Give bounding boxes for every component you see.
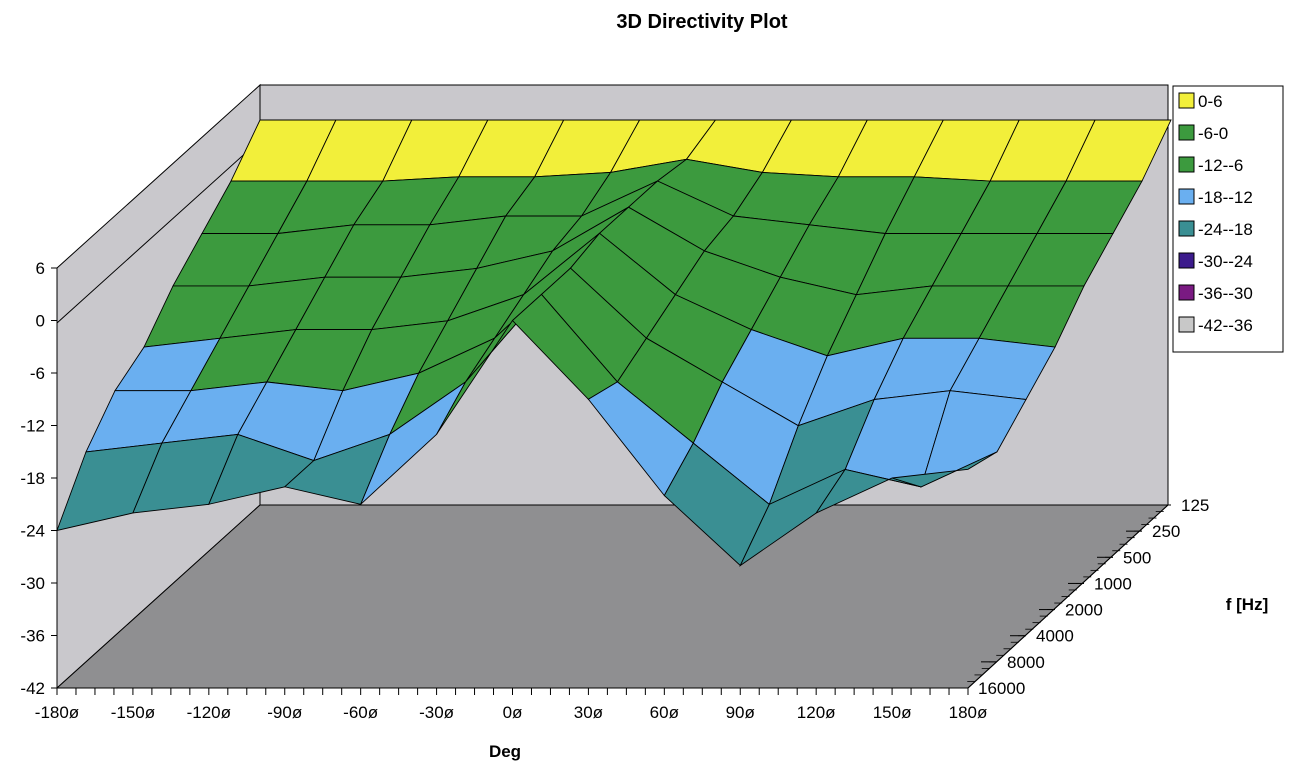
legend-swatch bbox=[1178, 252, 1195, 269]
z-tick-label: -36 bbox=[20, 627, 45, 646]
legend-swatch bbox=[1178, 316, 1195, 333]
y-tick-label: 16000 bbox=[978, 679, 1025, 698]
legend-label: -18--12 bbox=[1198, 188, 1253, 207]
y-tick-label: 250 bbox=[1152, 522, 1180, 541]
legend-swatch bbox=[1178, 124, 1195, 141]
surface-cell bbox=[891, 451, 998, 488]
x-tick-label: 150ø bbox=[873, 703, 912, 722]
legend-label: -36--30 bbox=[1198, 284, 1253, 303]
chart-title: 3D Directivity Plot bbox=[616, 11, 788, 33]
x-axis-ticks: -180ø -150ø -120ø -90ø -60ø -30ø 0ø 30ø 60ø 90ø 12… bbox=[35, 688, 988, 722]
x-tick-label: -90ø bbox=[267, 703, 302, 722]
surface-mesh bbox=[56, 119, 1172, 567]
y-tick-label: 500 bbox=[1123, 548, 1151, 567]
z-tick-label: 0 bbox=[36, 312, 45, 331]
z-tick-label: -6 bbox=[30, 364, 45, 383]
y-tick-label: 4000 bbox=[1036, 627, 1074, 646]
y-axis-title: f [Hz] bbox=[1226, 595, 1268, 614]
x-tick-label: -30ø bbox=[419, 703, 454, 722]
x-tick-label: -120ø bbox=[187, 703, 231, 722]
legend-label: 0-6 bbox=[1198, 92, 1223, 111]
legend-label: -30--24 bbox=[1198, 252, 1253, 271]
legend-swatch bbox=[1178, 92, 1195, 109]
legend-swatch bbox=[1178, 188, 1195, 205]
y-tick-label: 8000 bbox=[1007, 653, 1045, 672]
legend-label: -24--18 bbox=[1198, 220, 1253, 239]
x-tick-label: 90ø bbox=[726, 703, 755, 722]
z-tick-label: -12 bbox=[20, 417, 45, 436]
legend-swatch bbox=[1178, 284, 1195, 301]
y-tick-label: 2000 bbox=[1065, 601, 1103, 620]
x-tick-label: 0ø bbox=[503, 703, 523, 722]
z-tick-label: 6 bbox=[36, 259, 45, 278]
x-tick-label: 120ø bbox=[797, 703, 836, 722]
x-tick-label: 30ø bbox=[574, 703, 603, 722]
legend-label: -6-0 bbox=[1198, 124, 1228, 143]
x-tick-label: -180ø bbox=[35, 703, 79, 722]
z-tick-label: -24 bbox=[20, 522, 45, 541]
legend-swatch bbox=[1178, 220, 1195, 237]
z-tick-label: -42 bbox=[20, 679, 45, 698]
x-tick-label: 180ø bbox=[949, 703, 988, 722]
legend-swatch bbox=[1178, 156, 1195, 173]
z-tick-label: -30 bbox=[20, 574, 45, 593]
legend: 0-6 -6-0 -12--6 -18--12 -24--18 -30--24 -36--3… bbox=[1172, 85, 1284, 353]
x-tick-label: -150ø bbox=[111, 703, 155, 722]
z-tick-label: -18 bbox=[20, 469, 45, 488]
z-axis-ticks: 6 0 -6 -12 -18 -24 -30 -36 -42 bbox=[20, 259, 57, 698]
y-tick-label: 1000 bbox=[1094, 574, 1132, 593]
y-tick-label: 125 bbox=[1181, 496, 1209, 515]
legend-label: -42--36 bbox=[1198, 316, 1253, 335]
back-wall-base-diagonal bbox=[56, 139, 261, 324]
x-tick-label: 60ø bbox=[650, 703, 679, 722]
x-axis-title: Deg bbox=[489, 742, 521, 761]
x-tick-label: -60ø bbox=[343, 703, 378, 722]
legend-label: -12--6 bbox=[1198, 156, 1243, 175]
